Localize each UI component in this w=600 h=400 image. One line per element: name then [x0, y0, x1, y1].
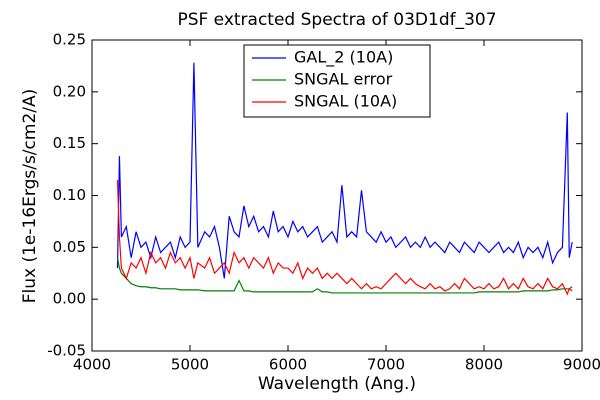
y-tick-label: 0.20 — [53, 82, 86, 100]
x-tick-label: 5000 — [171, 356, 209, 374]
legend-label: GAL_2 (10A) — [294, 48, 393, 68]
y-tick-label: 0.15 — [53, 134, 86, 152]
series-line — [116, 179, 573, 296]
y-tick-label: 0.05 — [53, 238, 86, 256]
x-tick-label: 6000 — [269, 356, 307, 374]
x-tick-label: 7000 — [367, 356, 405, 374]
x-axis-label: Wavelength (Ang.) — [258, 374, 416, 394]
chart-title: PSF extracted Spectra of 03D1df_307 — [177, 10, 496, 30]
y-tick-label: 0.10 — [53, 186, 86, 204]
x-tick-label: 9000 — [563, 356, 600, 374]
y-axis-label: Flux (1e-16Ergs/s/cm2/A) — [20, 89, 40, 304]
series-line — [116, 257, 573, 294]
y-tick-label: 0.00 — [53, 290, 86, 308]
series-line — [116, 62, 573, 279]
y-tick-label: 0.25 — [53, 31, 86, 49]
y-tick-label: -0.05 — [47, 342, 86, 360]
x-tick-label: 8000 — [465, 356, 503, 374]
legend-label: SNGAL error — [294, 70, 393, 89]
legend-box — [243, 44, 431, 118]
x-tick-label: 4000 — [73, 356, 111, 374]
legend-label: SNGAL (10A) — [294, 92, 397, 111]
